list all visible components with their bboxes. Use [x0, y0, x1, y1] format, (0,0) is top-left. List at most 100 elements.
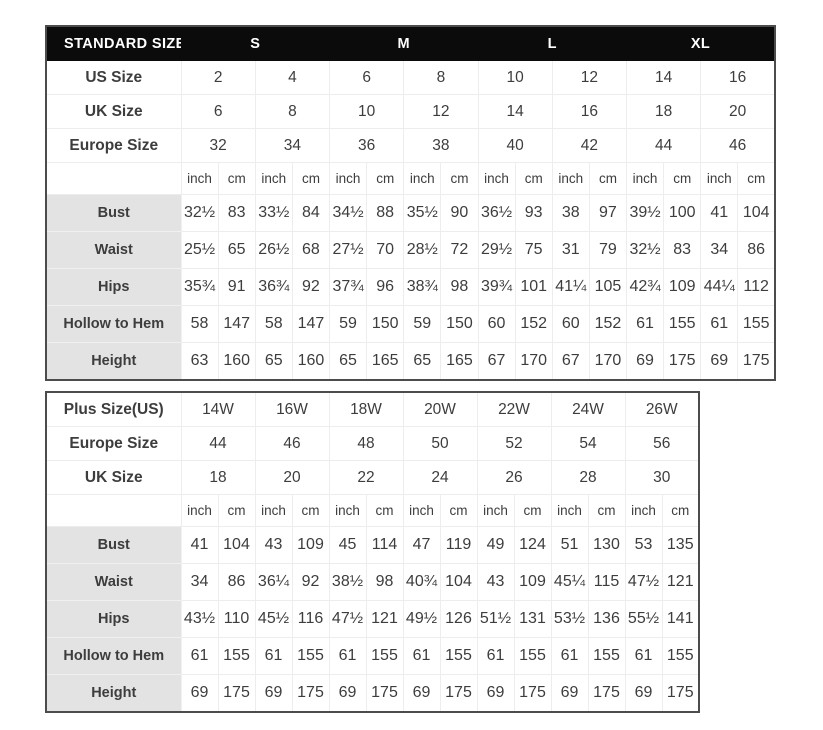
measure-value-cell: 33½	[254, 194, 293, 232]
measure-value-cell: 160	[291, 342, 331, 381]
measure-value-cell: 61	[476, 637, 515, 675]
measure-value-cell: 41¼	[551, 268, 590, 306]
measure-value-cell: 155	[217, 637, 256, 675]
measure-row-label: Hips	[45, 268, 182, 306]
measure-value-cell: 34½	[328, 194, 368, 232]
unit-label: cm	[587, 494, 626, 527]
measure-value-cell: 36¼	[254, 563, 293, 601]
measure-value-cell: 90	[440, 194, 479, 232]
size-value-cell: 20	[700, 94, 776, 129]
group-header-xl: XL	[626, 25, 776, 61]
unit-label: inch	[180, 162, 219, 195]
size-value-cell: 30	[624, 460, 700, 495]
measure-value-cell: 59	[328, 305, 368, 343]
size-value-cell: 46	[700, 128, 776, 163]
measure-row-label: Hollow to Hem	[45, 305, 182, 343]
measure-value-cell: 92	[291, 563, 330, 601]
measure-value-cell: 72	[440, 231, 479, 269]
measure-value-cell: 104	[217, 526, 256, 564]
size-value-cell: 42	[551, 128, 628, 163]
size-value-cell: 18	[180, 460, 256, 495]
measure-row: Bust 32½ 83 33½ 84 34½ 88 35½ 90 36½ 93 38 97 39½ 100 4…	[45, 194, 776, 232]
size-value-cell: 18W	[328, 391, 404, 427]
measure-value-cell: 61	[402, 637, 441, 675]
size-value-cell: 14	[477, 94, 553, 129]
size-row: UK Size 18 20 22 24 26 28 30	[45, 460, 700, 495]
measure-value-cell: 61	[180, 637, 219, 675]
unit-label: cm	[365, 494, 404, 527]
measure-value-cell: 175	[291, 674, 330, 713]
unit-label: inch	[550, 494, 589, 527]
units-row: inch cm inch cm inch cm inch cm inch cm inch cm inch…	[45, 494, 700, 527]
size-value-cell: 50	[402, 426, 478, 461]
measure-value-cell: 135	[661, 526, 700, 564]
table-title: STANDARD SIZE	[45, 25, 182, 61]
unit-label: cm	[661, 494, 700, 527]
measure-row: Hips 43½ 110 45½ 116 47½ 121 49½ 126 51½ 131 53½ 136…	[45, 600, 700, 638]
measure-value-cell: 155	[439, 637, 478, 675]
size-value-cell: 14	[625, 60, 702, 95]
measure-value-cell: 175	[439, 674, 478, 713]
group-header-m: M	[329, 25, 479, 61]
measure-value-cell: 175	[365, 674, 404, 713]
measure-value-cell: 41	[180, 526, 219, 564]
size-value-cell: 12	[551, 60, 628, 95]
measure-value-cell: 98	[440, 268, 479, 306]
measure-value-cell: 130	[587, 526, 626, 564]
unit-label: cm	[513, 494, 552, 527]
unit-label: inch	[625, 162, 665, 195]
unit-label: inch	[476, 494, 515, 527]
size-value-cell: 44	[625, 128, 702, 163]
plus-size-table: Plus Size(US) 14W 16W 18W 20W 22W 24W 26W Europe…	[45, 391, 700, 713]
size-value-cell: 6	[328, 60, 405, 95]
measure-value-cell: 28½	[403, 231, 442, 269]
size-row: Plus Size(US) 14W 16W 18W 20W 22W 24W 26W	[45, 391, 700, 427]
measure-value-cell: 32½	[625, 231, 665, 269]
size-value-cell: 40	[477, 128, 553, 163]
size-value-cell: 8	[254, 94, 331, 129]
measure-value-cell: 155	[291, 637, 330, 675]
measure-value-cell: 147	[217, 305, 256, 343]
measure-value-cell: 121	[661, 563, 700, 601]
measure-value-cell: 38	[551, 194, 590, 232]
measure-value-cell: 61	[625, 305, 665, 343]
measure-row-label: Waist	[45, 563, 182, 601]
measure-row-label: Waist	[45, 231, 182, 269]
measure-value-cell: 35¾	[180, 268, 219, 306]
measure-value-cell: 175	[737, 342, 776, 381]
measure-value-cell: 59	[403, 305, 442, 343]
measure-value-cell: 69	[700, 342, 739, 381]
measure-value-cell: 83	[663, 231, 702, 269]
measure-value-cell: 65	[328, 342, 368, 381]
measure-value-cell: 96	[366, 268, 405, 306]
measure-value-cell: 45½	[254, 600, 293, 638]
unit-label: cm	[737, 162, 776, 195]
measure-row: Bust 41 104 43 109 45 114 47 119 49 124 51 130 53 135	[45, 526, 700, 564]
units-row-spacer	[45, 494, 182, 527]
measure-row: Hollow to Hem 58 147 58 147 59 150 59 150 60 152 60…	[45, 305, 776, 343]
measure-value-cell: 86	[217, 563, 256, 601]
measure-value-cell: 53½	[550, 600, 589, 638]
size-value-cell: 14W	[180, 391, 256, 427]
measure-value-cell: 69	[550, 674, 589, 713]
measure-value-cell: 61	[328, 637, 367, 675]
measure-value-cell: 115	[587, 563, 626, 601]
measure-value-cell: 32½	[180, 194, 219, 232]
measure-value-cell: 36¾	[254, 268, 293, 306]
measure-value-cell: 40¾	[402, 563, 441, 601]
size-value-cell: 56	[624, 426, 700, 461]
unit-label: cm	[439, 494, 478, 527]
unit-label: cm	[588, 162, 628, 195]
measure-value-cell: 124	[513, 526, 552, 564]
size-value-cell: 52	[476, 426, 552, 461]
measure-value-cell: 155	[661, 637, 700, 675]
measure-value-cell: 109	[291, 526, 330, 564]
measure-value-cell: 69	[625, 342, 665, 381]
measure-value-cell: 165	[440, 342, 479, 381]
measure-value-cell: 160	[217, 342, 256, 381]
units-row-spacer	[45, 162, 182, 195]
size-value-cell: 22W	[476, 391, 552, 427]
measure-value-cell: 175	[513, 674, 552, 713]
size-value-cell: 34	[254, 128, 331, 163]
unit-label: inch	[551, 162, 590, 195]
